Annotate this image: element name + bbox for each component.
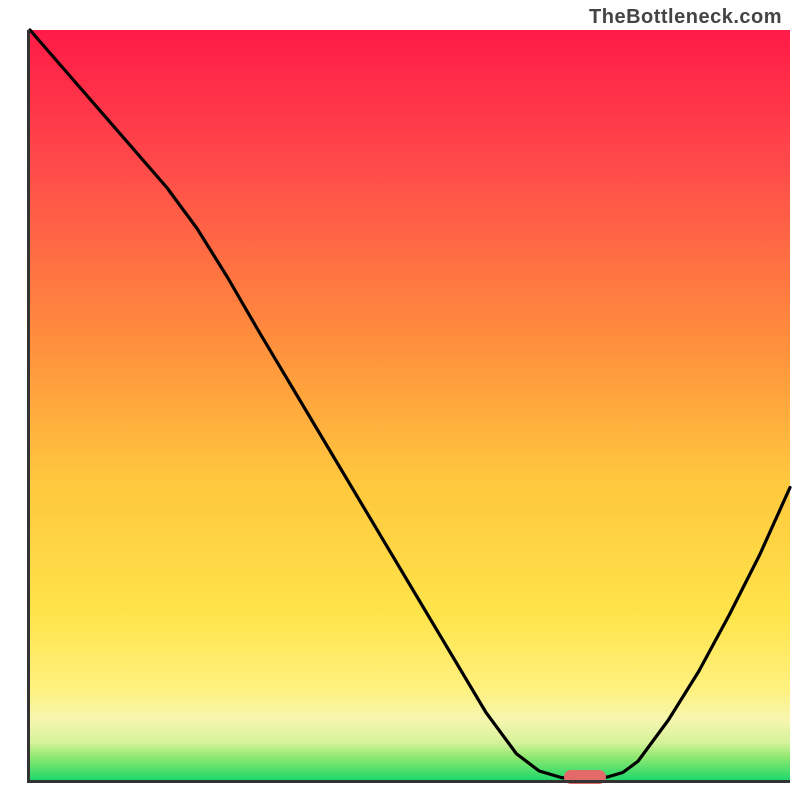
y-axis-line — [27, 30, 30, 783]
chart-container: TheBottleneck.com — [0, 0, 800, 800]
plot-area — [30, 30, 790, 780]
x-axis-line — [27, 780, 790, 783]
bottleneck-curve — [30, 30, 790, 780]
watermark-text: TheBottleneck.com — [589, 6, 782, 29]
